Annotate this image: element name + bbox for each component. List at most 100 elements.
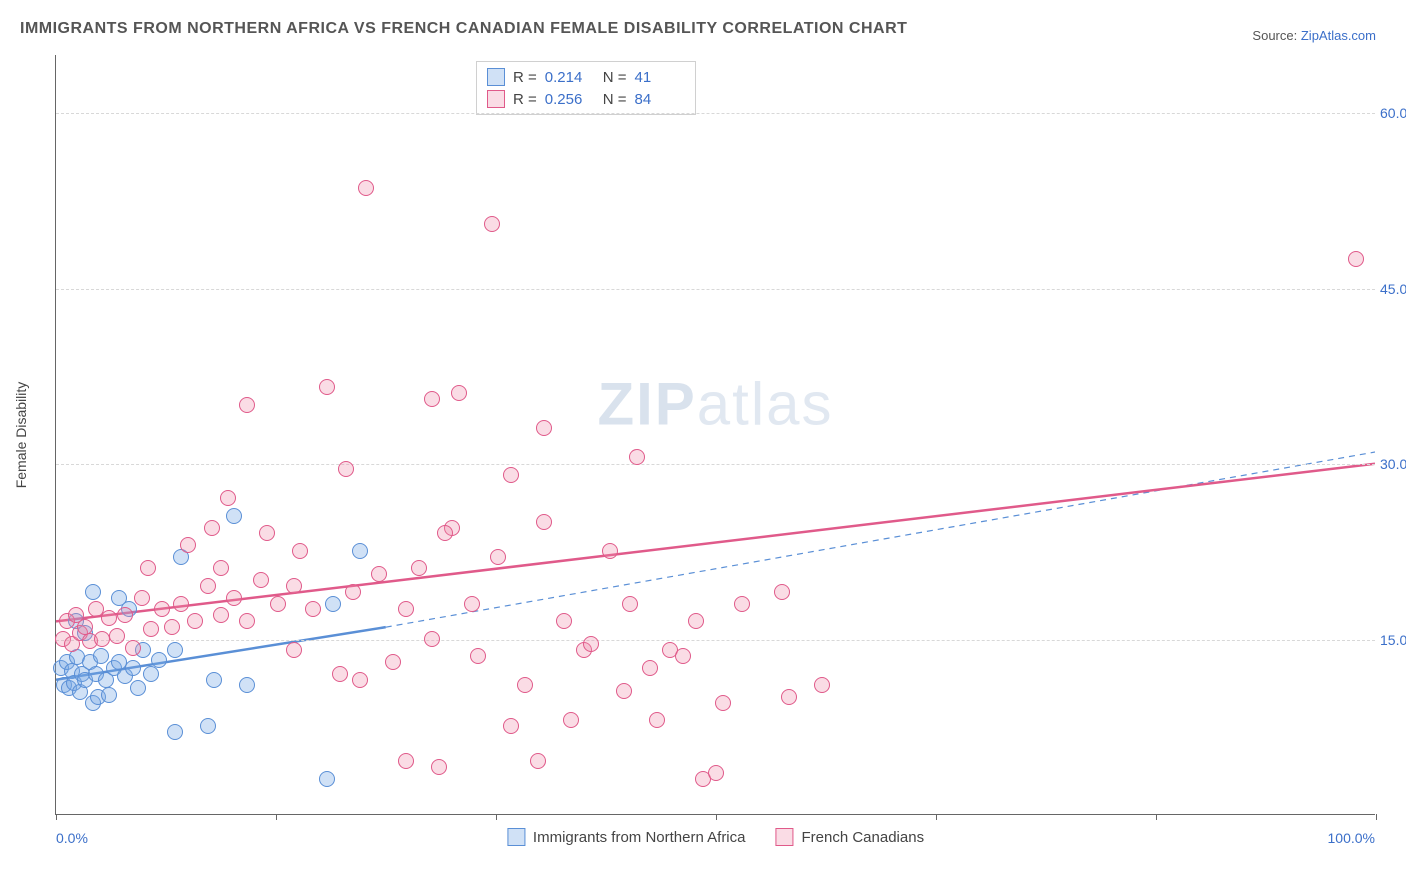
data-point [319, 771, 335, 787]
n-label: N = [603, 69, 627, 86]
data-point [101, 610, 117, 626]
legend-label: Immigrants from Northern Africa [533, 829, 746, 846]
data-point [398, 753, 414, 769]
data-point [130, 680, 146, 696]
data-point [125, 660, 141, 676]
legend-swatch [507, 828, 525, 846]
legend-series: Immigrants from Northern Africa French Ca… [507, 828, 924, 846]
source-label: Source: ZipAtlas.com [1252, 28, 1376, 43]
r-label: R = [513, 69, 537, 86]
y-tick-label: 30.0% [1380, 456, 1406, 472]
x-tick-mark [496, 814, 497, 820]
watermark-bold: ZIP [597, 371, 696, 438]
legend-row: R = 0.256 N = 84 [487, 88, 685, 110]
data-point [464, 596, 480, 612]
legend-item: French Canadians [775, 828, 924, 846]
data-point [503, 467, 519, 483]
legend-item: Immigrants from Northern Africa [507, 828, 746, 846]
data-point [484, 216, 500, 232]
data-point [220, 490, 236, 506]
data-point [734, 596, 750, 612]
data-point [226, 590, 242, 606]
data-point [226, 508, 242, 524]
legend-swatch [775, 828, 793, 846]
data-point [134, 590, 150, 606]
data-point [470, 648, 486, 664]
x-tick-mark [1376, 814, 1377, 820]
data-point [239, 397, 255, 413]
y-axis-title: Female Disability [13, 381, 29, 488]
data-point [602, 543, 618, 559]
data-point [411, 560, 427, 576]
data-point [774, 584, 790, 600]
data-point [292, 543, 308, 559]
chart-title: IMMIGRANTS FROM NORTHERN AFRICA VS FRENC… [20, 20, 907, 38]
data-point [556, 613, 572, 629]
data-point [437, 525, 453, 541]
data-point [180, 537, 196, 553]
data-point [239, 677, 255, 693]
data-point [270, 596, 286, 612]
legend-swatch [487, 90, 505, 108]
data-point [94, 631, 110, 647]
data-point [781, 689, 797, 705]
x-tick-mark [56, 814, 57, 820]
data-point [93, 648, 109, 664]
data-point [622, 596, 638, 612]
gridline [56, 289, 1375, 290]
data-point [371, 566, 387, 582]
data-point [503, 718, 519, 734]
watermark-rest: atlas [697, 371, 834, 438]
data-point [259, 525, 275, 541]
data-point [352, 672, 368, 688]
data-point [140, 560, 156, 576]
data-point [583, 636, 599, 652]
data-point [424, 631, 440, 647]
data-point [173, 596, 189, 612]
gridline [56, 464, 1375, 465]
source-prefix: Source: [1252, 28, 1297, 43]
data-point [398, 601, 414, 617]
data-point [358, 180, 374, 196]
data-point [649, 712, 665, 728]
data-point [167, 642, 183, 658]
legend-label: French Canadians [801, 829, 924, 846]
data-point [151, 652, 167, 668]
data-point [187, 613, 203, 629]
data-point [536, 514, 552, 530]
n-value: 84 [635, 91, 685, 108]
x-tick-mark [276, 814, 277, 820]
r-value: 0.214 [545, 69, 595, 86]
data-point [286, 642, 302, 658]
data-point [451, 385, 467, 401]
data-point [204, 520, 220, 536]
data-point [143, 666, 159, 682]
data-point [424, 391, 440, 407]
data-point [200, 718, 216, 734]
watermark: ZIPatlas [597, 370, 833, 439]
data-point [345, 584, 361, 600]
plot-area: Female Disability ZIPatlas R =0.214N =41… [55, 55, 1375, 815]
gridline [56, 113, 1375, 114]
data-point [708, 765, 724, 781]
data-point [143, 621, 159, 637]
source-link[interactable]: ZipAtlas.com [1301, 28, 1376, 43]
data-point [117, 607, 133, 623]
data-point [431, 759, 447, 775]
y-tick-label: 60.0% [1380, 105, 1406, 121]
x-tick-mark [1156, 814, 1157, 820]
data-point [814, 677, 830, 693]
data-point [325, 596, 341, 612]
x-tick-mark [716, 814, 717, 820]
legend-correlation: R =0.214N =41R =0.256N =84 [476, 61, 696, 115]
data-point [688, 613, 704, 629]
data-point [536, 420, 552, 436]
legend-swatch [487, 68, 505, 86]
data-point [167, 724, 183, 740]
data-point [164, 619, 180, 635]
r-label: R = [513, 91, 537, 108]
r-value: 0.256 [545, 91, 595, 108]
n-label: N = [603, 91, 627, 108]
gridline [56, 640, 1375, 641]
data-point [154, 601, 170, 617]
